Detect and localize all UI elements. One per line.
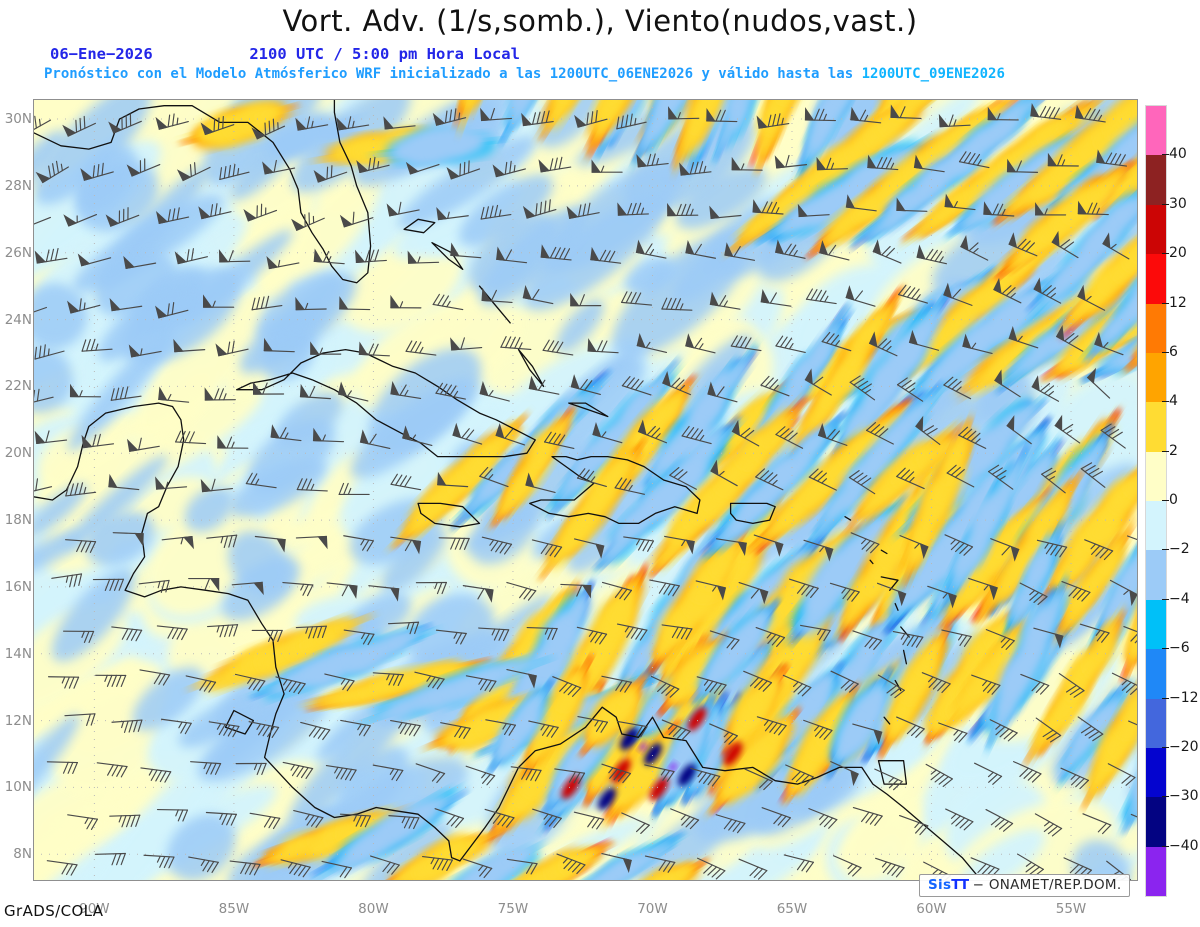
lat-tick-label: 18N — [4, 512, 32, 529]
colorbar-band — [1146, 353, 1166, 402]
colorbar-band — [1146, 304, 1166, 353]
lat-tick-label: 20N — [4, 445, 32, 462]
colorbar-tick-mark — [1162, 549, 1169, 550]
colorbar-tick-mark — [1162, 352, 1169, 353]
colorbar-tick-mark — [1162, 698, 1169, 699]
colorbar-band — [1146, 649, 1166, 699]
lat-tick-label: 24N — [4, 311, 32, 328]
colorbar-tick-mark — [1162, 253, 1169, 254]
colorbar-tick-label: −30 — [1169, 788, 1199, 804]
colorbar-ticks: 40 30 20 12 6 4 2 0 −2 −4 −6 −12 −20 −30 −40 — [1162, 105, 1200, 895]
lat-tick-label: 28N — [4, 177, 32, 194]
colorbar-tick-mark — [1162, 303, 1169, 304]
agency-label: − ONAMET/REP.DOM. — [972, 877, 1122, 893]
lat-tick-label: 12N — [4, 712, 32, 729]
colorbar-tick-label: 40 — [1169, 146, 1187, 162]
colorbar-band — [1146, 155, 1166, 205]
colorbar-band — [1146, 797, 1166, 847]
colorbar-tick-label: 6 — [1169, 344, 1178, 360]
tt-label: TT — [951, 877, 969, 893]
colorbar-tick-label: −2 — [1169, 541, 1190, 557]
colorbar-band — [1146, 748, 1166, 797]
map-plot-area[interactable] — [33, 99, 1138, 881]
grads-credit: GrADS/COLA — [4, 902, 104, 920]
model-run-line: Pronóstico con el Modelo Atmósferico WRF… — [44, 66, 1005, 82]
lon-tick-label: 60W — [916, 901, 947, 917]
colorbar-tick-label: 12 — [1169, 295, 1187, 311]
colorbar-band — [1146, 550, 1166, 600]
model-run-valid: 1200UTC_09ENE2026 — [861, 66, 1005, 82]
date-time-line: 06−Ene−2026 2100 UTC / 5:00 pm Hora Loca… — [50, 45, 520, 63]
lon-tick-label: 75W — [497, 901, 529, 917]
lat-tick-label: 16N — [4, 578, 32, 595]
lon-tick-label: 70W — [637, 901, 668, 917]
lon-tick-label: 65W — [776, 901, 808, 917]
colorbar-tick-mark — [1162, 648, 1169, 649]
colorbar-band — [1146, 402, 1166, 452]
colorbar-tick-mark — [1162, 846, 1169, 847]
colorbar-tick-label: −40 — [1169, 838, 1199, 854]
colorbar-band — [1146, 205, 1166, 254]
vorticity-advection-field — [33, 99, 1138, 881]
lat-tick-label: 8N — [13, 846, 32, 863]
page-title: Vort. Adv. (1/s,somb.), Viento(nudos,vas… — [282, 4, 918, 38]
colorbar-tick-mark — [1162, 796, 1169, 797]
model-run-prefix: Pronóstico con el Modelo Atmósferico WRF… — [44, 66, 862, 82]
colorbar-tick-label: 20 — [1169, 245, 1187, 261]
lat-tick-label: 22N — [4, 378, 32, 395]
lat-tick-label: 26N — [4, 244, 32, 261]
forecast-date: 06−Ene−2026 — [50, 45, 153, 63]
colorbar-tick-label: 2 — [1169, 443, 1178, 459]
sis-label: Sis — [928, 877, 952, 893]
colorbar-tick-mark — [1162, 451, 1169, 452]
colorbar-band — [1146, 847, 1166, 896]
colorbar-tick-mark — [1162, 154, 1169, 155]
lat-tick-label: 10N — [4, 779, 32, 796]
colorbar-tick-label: 4 — [1169, 393, 1178, 409]
colorbar-tick-mark — [1162, 500, 1169, 501]
colorbar-tick-mark — [1162, 599, 1169, 600]
colorbar-band — [1146, 452, 1166, 501]
colorbar-tick-mark — [1162, 204, 1169, 205]
colorbar-band — [1146, 501, 1166, 550]
lat-tick-label: 30N — [4, 111, 32, 128]
attribution-badge: SisTT − ONAMET/REP.DOM. — [919, 874, 1131, 897]
colorbar-tick-label: 0 — [1169, 492, 1178, 508]
colorbar-tick-label: −20 — [1169, 739, 1199, 755]
forecast-time: 2100 UTC / 5:00 pm Hora Local — [249, 45, 520, 63]
colorbar-band — [1146, 254, 1166, 304]
lon-tick-label: 90W — [79, 901, 110, 917]
lat-tick-label: 14N — [4, 645, 32, 662]
colorbar-tick-label: −4 — [1169, 591, 1190, 607]
colorbar-tick-mark — [1162, 747, 1169, 748]
lon-tick-label: 80W — [358, 901, 389, 917]
colorbar-tick-label: −12 — [1169, 690, 1199, 706]
lon-tick-label: 85W — [218, 901, 250, 917]
colorbar-band — [1146, 699, 1166, 748]
colorbar-band — [1146, 600, 1166, 649]
lon-tick-label: 55W — [1055, 901, 1087, 917]
colorbar-tick-label: −6 — [1169, 640, 1190, 656]
colorbar-band — [1146, 106, 1166, 155]
colorbar-tick-mark — [1162, 401, 1169, 402]
colorbar — [1145, 105, 1167, 897]
colorbar-tick-label: 30 — [1169, 196, 1187, 212]
